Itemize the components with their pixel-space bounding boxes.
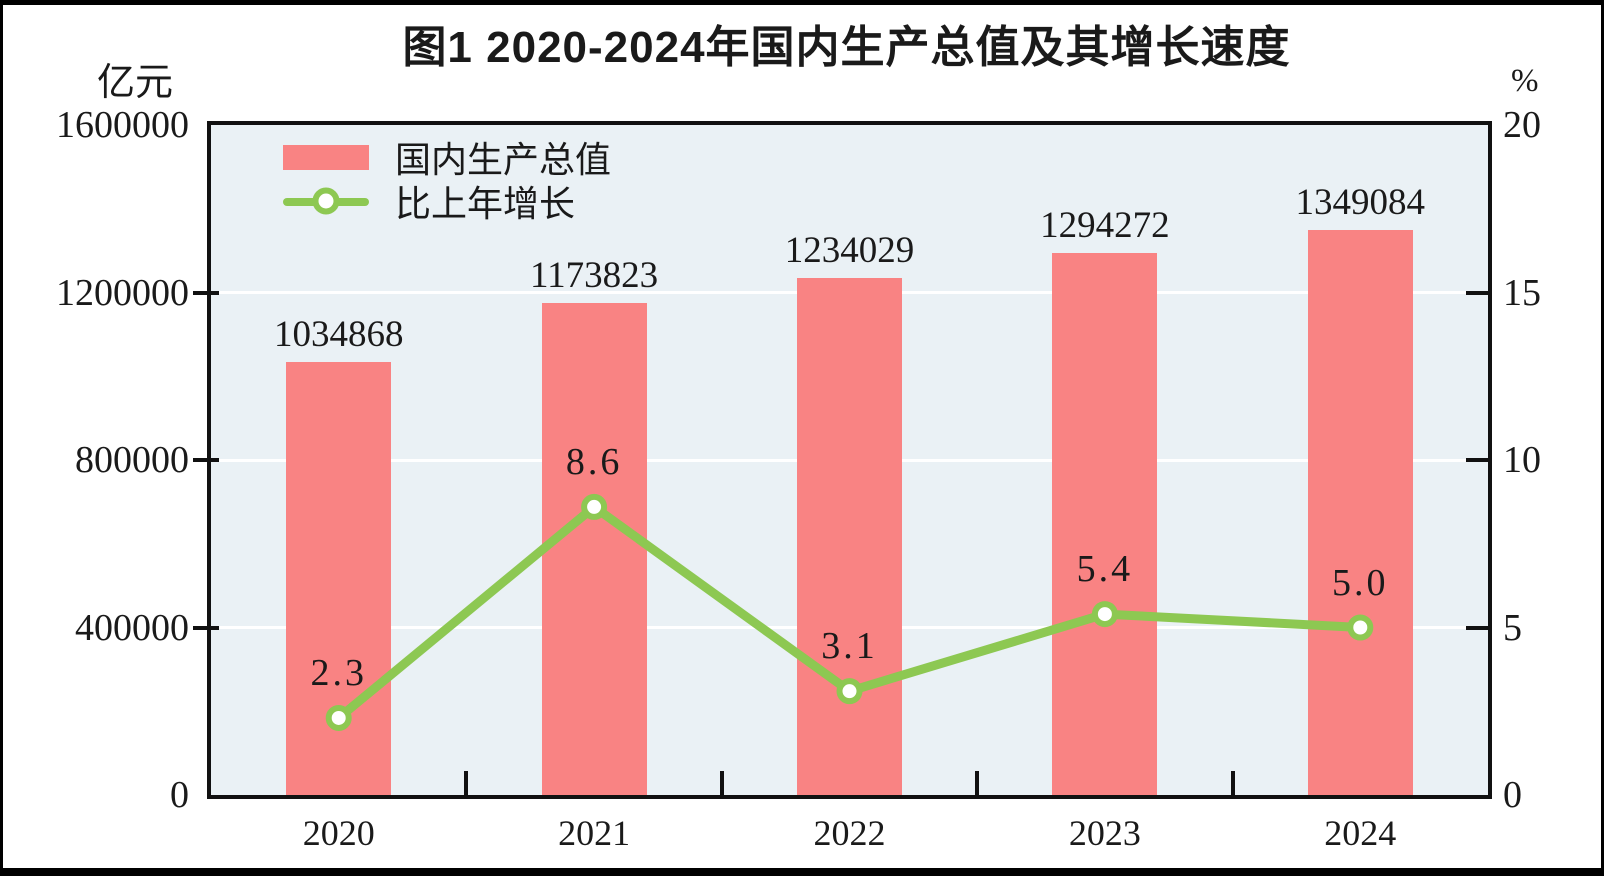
- growth-marker-2022: [836, 678, 863, 705]
- legend-item-growth: 比上年增长: [283, 179, 611, 224]
- x-tick-label-2023: 2023: [1068, 813, 1141, 853]
- growth-value-label-2022: 3.1: [821, 625, 878, 668]
- right-axis-tick-1: [1466, 290, 1492, 295]
- x-tick-label-2021: 2021: [558, 813, 631, 853]
- x-tick-label-2020: 2020: [302, 813, 375, 853]
- growth-value-label-2021: 8.6: [565, 440, 623, 483]
- legend: 国内生产总值 比上年增长: [283, 135, 611, 224]
- bar-value-label-2021: 1173823: [530, 255, 659, 297]
- left-axis-tick-2: [193, 458, 219, 462]
- x-axis-tick-4: [1230, 771, 1235, 795]
- y-tick-left-0: 0: [170, 774, 189, 816]
- legend-label-gdp: 国内生产总值: [395, 140, 612, 180]
- x-tick-label-2022: 2022: [813, 813, 886, 853]
- legend-label-growth: 比上年增长: [395, 184, 576, 224]
- left-axis-tick-1: [193, 290, 219, 295]
- left-axis-tick-3: [193, 625, 219, 630]
- y-tick-left-1600000: 1600000: [56, 104, 189, 146]
- growth-line-layer: [325, 493, 1374, 731]
- x-axis-tick-1: [464, 771, 469, 795]
- gdp-bar-swatch-icon: [283, 144, 369, 170]
- chart-title: 图1 2020-2024年国内生产总值及其增长速度: [402, 23, 1291, 72]
- legend-item-gdp: 国内生产总值: [283, 135, 611, 180]
- y-tick-right-0: 0: [1503, 774, 1522, 816]
- bar-2021: [541, 303, 647, 795]
- bar-2022: [797, 278, 902, 795]
- y-tick-right-5: 5: [1503, 606, 1522, 649]
- right-axis-tick-3: [1466, 625, 1492, 630]
- growth-marker-2023: [1091, 601, 1118, 628]
- growth-line-swatch-icon: [283, 187, 369, 215]
- growth-marker-2021: [581, 493, 608, 520]
- growth-value-label-2023: 5.4: [1076, 548, 1134, 591]
- y-tick-left-800000: 800000: [75, 439, 189, 481]
- x-tick-label-2024: 2024: [1324, 813, 1397, 853]
- y-tick-right-10: 10: [1503, 439, 1541, 481]
- left-axis-unit-label: 亿元: [97, 62, 174, 104]
- growth-value-label-2024: 5.0: [1332, 561, 1389, 604]
- bar-value-label-2023: 1294272: [1040, 205, 1170, 247]
- bar-value-label-2024: 1349084: [1295, 182, 1426, 224]
- y-tick-right-15: 15: [1503, 271, 1541, 314]
- bar-value-label-2022: 1234029: [784, 230, 915, 272]
- growth-value-label-2020: 2.3: [310, 651, 367, 694]
- y-tick-left-1200000: 1200000: [56, 271, 189, 314]
- bar-value-label-2020: 1034868: [273, 313, 404, 355]
- y-tick-left-400000: 400000: [75, 606, 189, 649]
- right-axis-unit-label: %: [1511, 63, 1539, 99]
- growth-line-marker: [312, 187, 340, 215]
- growth-marker-2024: [1347, 614, 1374, 641]
- right-axis-tick-2: [1466, 458, 1492, 462]
- bar-2024: [1307, 230, 1413, 795]
- y-tick-right-20: 20: [1503, 104, 1541, 146]
- x-axis-tick-2: [719, 771, 724, 795]
- x-axis-tick-3: [975, 771, 980, 795]
- growth-marker-2020: [325, 704, 352, 731]
- bar-2023: [1052, 253, 1158, 795]
